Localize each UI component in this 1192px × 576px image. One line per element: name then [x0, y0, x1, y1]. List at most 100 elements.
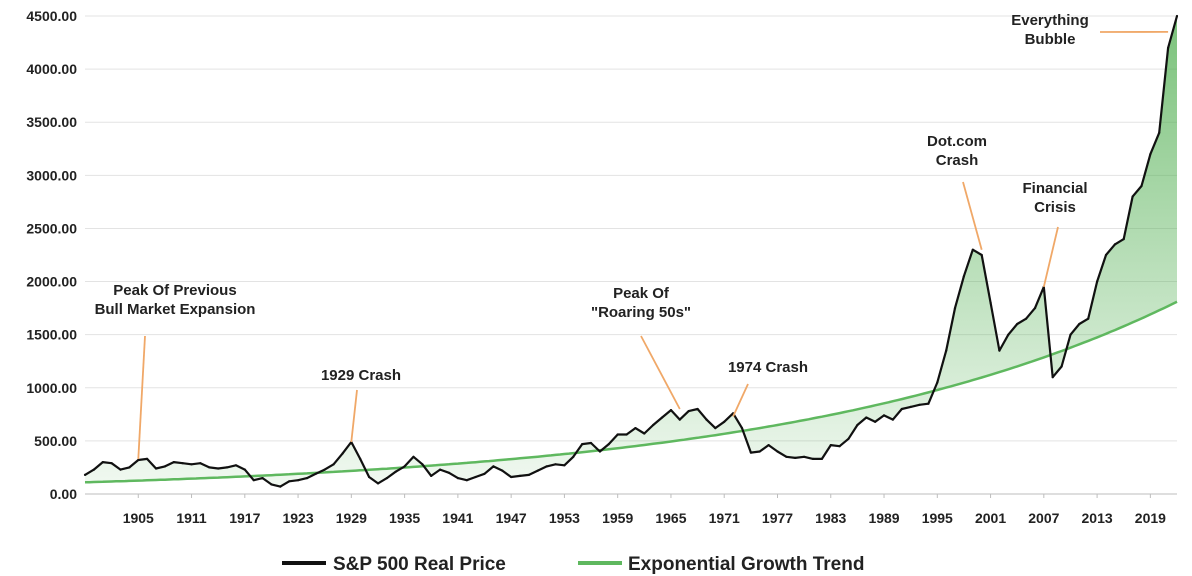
price-point: [279, 485, 282, 488]
price-point: [936, 381, 939, 384]
price-point: [980, 253, 983, 257]
x-tick-label: 1965: [655, 510, 686, 526]
price-point: [874, 420, 877, 423]
price-point: [661, 416, 664, 419]
annotation-label: Peak Of Previous: [113, 282, 236, 299]
price-point: [687, 410, 690, 413]
price-point: [288, 480, 291, 483]
price-point: [163, 465, 166, 468]
price-point: [794, 456, 797, 459]
price-point: [359, 457, 362, 460]
price-point: [882, 414, 886, 417]
price-point: [811, 457, 815, 460]
price-point: [1025, 317, 1028, 320]
deviation-area-fill: [85, 16, 1177, 487]
price-point: [1122, 238, 1125, 241]
y-tick-label: 0.00: [50, 486, 77, 502]
price-point: [332, 463, 335, 466]
price-point: [572, 455, 575, 458]
price-point: [1007, 333, 1010, 336]
price-point: [696, 407, 699, 411]
price-point: [829, 444, 832, 447]
price-point: [243, 468, 246, 471]
trend-series: [84, 300, 1178, 484]
price-point: [714, 427, 717, 430]
price-point: [492, 465, 495, 468]
price-point: [421, 463, 424, 466]
price-line: [84, 15, 1179, 488]
price-point: [217, 467, 220, 470]
x-tick-label: 2001: [975, 510, 1006, 526]
price-point: [1140, 184, 1143, 188]
price-point: [1096, 280, 1099, 283]
y-axis: 0.00 500.00 1000.00 1500.00 2000.00 2500.00 30…: [26, 8, 77, 502]
price-point: [447, 471, 451, 474]
price-point: [643, 432, 646, 435]
x-tick-label: 1941: [442, 510, 473, 526]
price-point: [1051, 376, 1054, 379]
price-point: [581, 443, 584, 446]
legend-label: Exponential Growth Trend: [628, 554, 864, 575]
x-tick-label: 1971: [709, 510, 740, 526]
x-tick-label: 1959: [602, 510, 633, 526]
price-series: [83, 14, 1179, 488]
x-tick-label: 1953: [549, 510, 580, 526]
y-tick-label: 500.00: [34, 433, 77, 449]
price-point: [554, 463, 557, 466]
x-tick-label: 1947: [496, 510, 527, 526]
y-tick-label: 4500.00: [26, 8, 77, 24]
price-point: [110, 462, 113, 465]
x-tick-label: 1923: [282, 510, 313, 526]
annotation-label: Bubble: [1025, 31, 1076, 48]
price-point: [270, 483, 273, 486]
price-point: [137, 458, 140, 462]
price-point: [749, 451, 753, 454]
price-point: [101, 461, 104, 464]
price-point: [1104, 253, 1108, 257]
price-point: [1087, 317, 1090, 320]
price-point: [501, 469, 504, 472]
price-point: [1033, 307, 1037, 310]
x-tick-label: 1917: [229, 510, 260, 526]
price-point: [1175, 14, 1179, 18]
price-point: [92, 468, 95, 471]
y-tick-label: 1000.00: [26, 380, 77, 396]
price-point: [297, 479, 300, 482]
x-tick-label: 2007: [1028, 510, 1059, 526]
price-point: [456, 477, 459, 480]
price-point: [465, 479, 468, 482]
legend-label: S&P 500 Real Price: [333, 554, 506, 575]
annotation-leader: [640, 335, 681, 410]
annotation-leader: [732, 383, 749, 417]
price-point: [527, 473, 531, 476]
price-point: [589, 441, 593, 445]
annotation-leader: [1042, 226, 1059, 288]
price-point: [856, 423, 859, 427]
annotation-label: Crisis: [1034, 199, 1076, 216]
price-point: [83, 473, 87, 476]
annotation-label: Crash: [936, 152, 979, 169]
price-point: [536, 469, 539, 472]
price-point: [314, 472, 317, 475]
price-point: [678, 418, 681, 421]
price-point: [945, 349, 948, 352]
price-point: [803, 455, 806, 458]
price-point: [1149, 153, 1152, 156]
annotation-leader: [962, 181, 983, 250]
x-tick-label: 1935: [389, 510, 420, 526]
price-point: [483, 472, 486, 475]
x-tick-label: 1989: [868, 510, 899, 526]
price-point: [1167, 46, 1170, 50]
x-tick-label: 1983: [815, 510, 846, 526]
price-point: [891, 418, 895, 421]
price-point: [430, 474, 433, 477]
price-point: [634, 427, 637, 430]
price-point: [1158, 131, 1161, 134]
price-point: [323, 468, 326, 471]
price-point: [918, 403, 921, 406]
annotation-label: "Roaring 50s": [591, 304, 691, 321]
price-point: [740, 427, 744, 430]
x-tick-label: 1911: [176, 510, 207, 526]
price-point: [261, 477, 264, 480]
x-tick-label: 2013: [1082, 510, 1113, 526]
